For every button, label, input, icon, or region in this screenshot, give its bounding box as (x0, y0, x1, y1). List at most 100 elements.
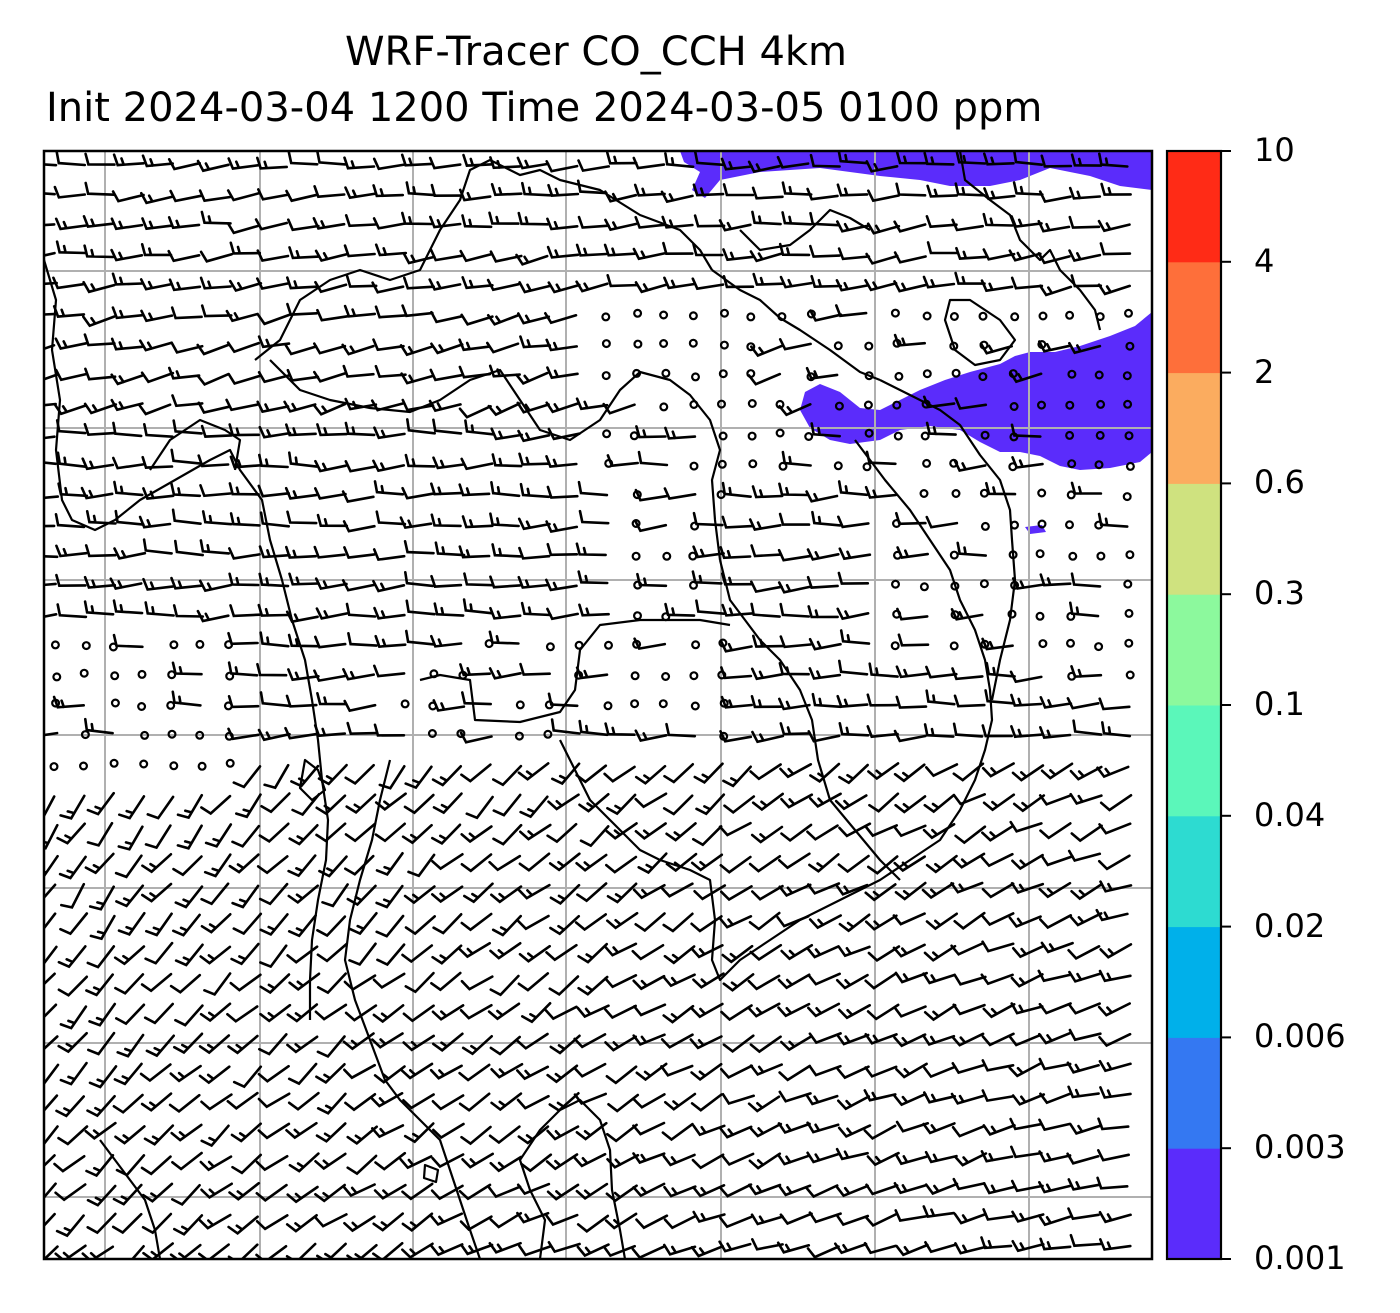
wind-barb (374, 634, 407, 648)
wind-barb (315, 822, 347, 843)
wind-barb (174, 885, 204, 909)
wind-barb (780, 793, 814, 809)
wind-barb (174, 539, 204, 557)
wind-barb (86, 821, 114, 847)
wind-barb (44, 373, 59, 381)
calm-wind-marker (1095, 312, 1105, 322)
wind-barb (1069, 912, 1103, 927)
wind-barb (198, 1243, 230, 1259)
wind-barb (518, 944, 551, 963)
wind-barb (86, 945, 116, 969)
wind-barb (1068, 249, 1102, 262)
wind-barb (953, 911, 986, 930)
wind-barb (577, 215, 610, 229)
wind-barb (488, 364, 521, 378)
wind-barb (315, 607, 349, 620)
wind-barb (172, 604, 205, 618)
wind-barb (490, 1092, 523, 1112)
wind-barb (287, 151, 319, 166)
wind-barb (520, 1153, 553, 1173)
calm-wind-marker (659, 402, 669, 412)
wind-barb (84, 367, 117, 381)
wind-barb (867, 762, 900, 781)
wind-barb (980, 1150, 1014, 1163)
wind-barb (662, 1153, 696, 1167)
calm-wind-marker (633, 339, 643, 349)
wind-barb (59, 912, 89, 936)
wind-barb (258, 1033, 288, 1056)
wind-barb (170, 482, 202, 498)
coastline-north-river (739, 208, 871, 252)
calm-wind-marker (1125, 550, 1135, 560)
wind-barb (806, 575, 839, 589)
wind-barb (112, 1093, 144, 1114)
wind-barb (982, 1003, 1016, 1019)
wind-barb (142, 487, 175, 500)
wind-barb (925, 421, 957, 436)
wind-barb (661, 215, 694, 229)
wind-barb (80, 486, 114, 500)
wind-barb (893, 1092, 927, 1107)
wind-barb (434, 541, 466, 557)
wind-barb (55, 151, 87, 167)
wind-barb (315, 1122, 347, 1143)
wind-barb (400, 153, 433, 167)
calm-wind-marker (804, 432, 814, 442)
wind-barb (924, 1150, 958, 1164)
wind-barb (660, 1064, 694, 1077)
wind-barb (343, 1063, 376, 1080)
calm-wind-marker (169, 640, 179, 650)
wind-barb (200, 424, 233, 438)
calm-wind-marker (603, 701, 613, 711)
calm-wind-marker (978, 311, 988, 321)
wind-barb (259, 691, 290, 708)
wind-barb (517, 211, 549, 226)
wind-barb (432, 1032, 464, 1052)
wind-barb (400, 1062, 434, 1080)
wind-barb (140, 1155, 172, 1176)
wind-barb (575, 1121, 608, 1141)
wind-barb (925, 763, 959, 778)
wind-barb (895, 1243, 929, 1257)
wind-barb (199, 250, 234, 263)
colorbar-tick-label: 4 (1254, 241, 1275, 280)
wind-barb (460, 763, 492, 783)
calm-wind-marker (662, 551, 672, 561)
wind-barb (982, 248, 1016, 261)
wind-barb (196, 343, 230, 356)
wind-barb (459, 249, 493, 263)
wind-barb (314, 1213, 348, 1228)
calm-wind-marker (978, 372, 988, 382)
wind-barb (834, 794, 868, 811)
calm-wind-marker (1094, 642, 1104, 652)
wind-barb (200, 882, 230, 906)
wind-barb (893, 1182, 927, 1195)
wind-barb (838, 822, 872, 838)
wind-barb (837, 945, 871, 958)
wind-barb (285, 610, 319, 624)
wind-barb (1067, 1207, 1100, 1221)
wind-barb (288, 824, 319, 846)
wind-barb (84, 152, 116, 166)
wind-barb (781, 181, 813, 196)
wind-barb (952, 1003, 986, 1016)
wind-barb (401, 1242, 434, 1259)
wind-barb (1012, 794, 1046, 813)
wind-barb (634, 488, 668, 502)
wind-barb (44, 854, 59, 879)
wind-barb (139, 278, 173, 291)
wind-barb (602, 402, 636, 415)
wind-barb (405, 181, 437, 197)
wind-barb (721, 1093, 755, 1106)
wind-barb (1008, 1062, 1042, 1078)
wind-barb (44, 1035, 59, 1051)
wind-barb (779, 1212, 813, 1226)
wind-barb (980, 1236, 1013, 1250)
wind-barb (777, 581, 811, 594)
wind-barb (258, 545, 291, 559)
wind-barb (55, 1095, 85, 1118)
wind-barb (44, 402, 57, 407)
calm-wind-marker (748, 459, 758, 469)
wind-barb (864, 1033, 898, 1045)
wind-barb (573, 1092, 607, 1105)
